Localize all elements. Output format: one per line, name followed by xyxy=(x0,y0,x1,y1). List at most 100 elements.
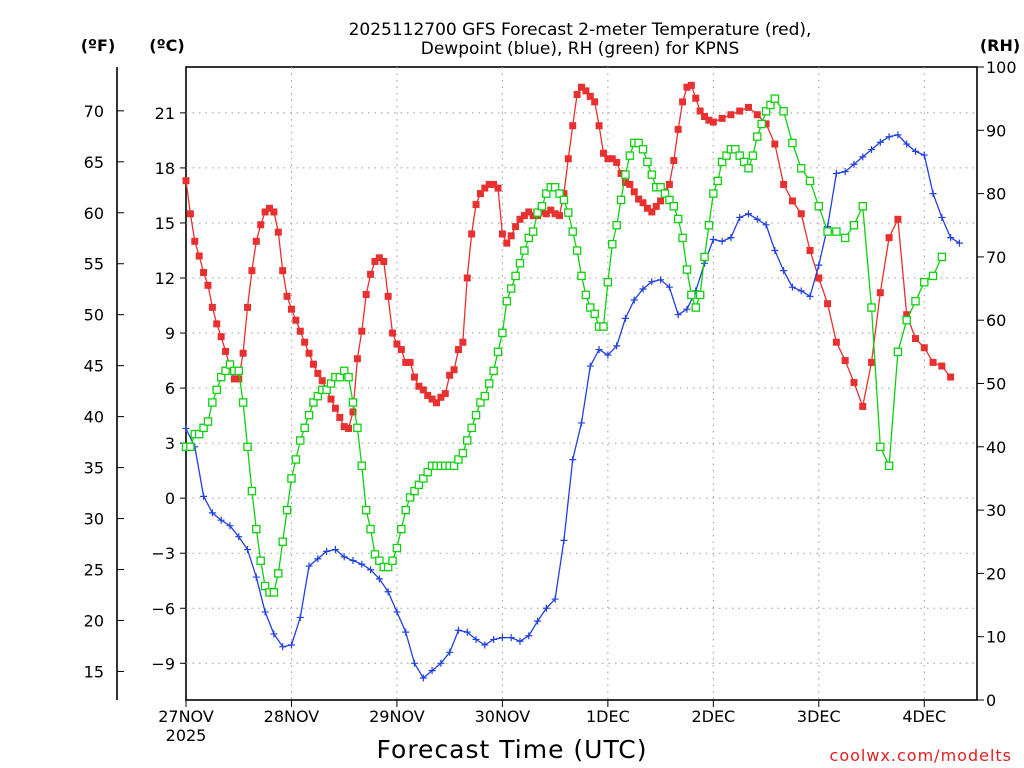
x-axis-title: Forecast Time (UTC) xyxy=(377,735,648,764)
temperature-point xyxy=(375,254,383,262)
relative-humidity-point xyxy=(296,436,305,445)
rh-tick-label: 50 xyxy=(986,375,1006,394)
temperature-point xyxy=(679,98,687,106)
dewpoint-point xyxy=(744,210,752,218)
relative-humidity-point xyxy=(612,220,621,230)
dewpoint-point xyxy=(876,138,884,146)
relative-humidity-point xyxy=(493,347,503,357)
celsius-tick-label: 18 xyxy=(155,159,175,178)
temperature-point xyxy=(244,303,252,311)
dewpoint-point xyxy=(683,305,691,313)
dewpoint-point xyxy=(411,659,419,667)
relative-humidity-point xyxy=(366,524,375,534)
relative-humidity-point xyxy=(603,277,613,287)
temperature-point xyxy=(402,358,410,366)
rh-tick-label: 90 xyxy=(986,121,1006,140)
dewpoint-point xyxy=(358,560,366,568)
dewpoint-point xyxy=(621,314,629,322)
temperature-point xyxy=(744,103,752,111)
temperature-point xyxy=(213,320,221,328)
temperature-point xyxy=(367,270,375,278)
temperature-point xyxy=(481,184,489,192)
temperature-point xyxy=(929,358,937,366)
temperature-point xyxy=(217,333,225,341)
temperature-point xyxy=(687,81,695,89)
temperature-point xyxy=(701,113,709,121)
celsius-tick-label: −3 xyxy=(151,544,175,563)
dewpoint-point xyxy=(235,533,243,541)
temperature-point xyxy=(305,349,313,357)
celsius-tick-label: 0 xyxy=(165,489,175,508)
dewpoint-point xyxy=(797,287,805,295)
rh-tick-label: 10 xyxy=(986,628,1006,647)
dewpoint-point xyxy=(525,632,533,640)
relative-humidity-point xyxy=(419,474,428,483)
fahrenheit-tick-label: 60 xyxy=(84,204,104,223)
temperature-point xyxy=(318,377,326,385)
relative-humidity-point xyxy=(476,398,485,407)
celsius-tick-label: 9 xyxy=(165,324,175,343)
temperature-point xyxy=(419,386,427,394)
temperature-point xyxy=(397,346,405,354)
relative-humidity-point xyxy=(713,176,722,186)
relative-humidity-point xyxy=(748,151,758,160)
dewpoint-point xyxy=(516,637,524,645)
rh-axis: 0 10 20 30 40 50 60 70 80 90 100 xyxy=(977,58,1017,710)
dewpoint-point xyxy=(753,215,761,223)
temperature-point xyxy=(903,311,911,319)
dewpoint-point xyxy=(903,140,911,148)
relative-humidity-point xyxy=(203,417,213,426)
dewpoint-point xyxy=(305,562,313,570)
relative-humidity-point xyxy=(590,309,599,319)
relative-humidity-point xyxy=(484,379,494,388)
temperature-point xyxy=(538,208,546,216)
temperature-line xyxy=(185,84,952,430)
gridlines xyxy=(185,66,978,701)
relative-humidity-point xyxy=(876,442,885,452)
temperature-point xyxy=(841,357,849,365)
temperature-series xyxy=(182,81,955,432)
temperature-point xyxy=(503,239,511,247)
relative-humidity-point xyxy=(388,556,397,565)
relative-humidity-point xyxy=(335,372,345,382)
rh-tick-label: 20 xyxy=(986,564,1006,583)
temperature-point xyxy=(274,228,282,236)
relative-humidity-point xyxy=(577,271,586,281)
dewpoint-point xyxy=(657,276,665,284)
relative-humidity-point xyxy=(893,347,903,357)
relative-humidity-point xyxy=(186,442,195,452)
relative-humidity-point xyxy=(278,537,287,547)
temperature-point xyxy=(507,232,515,240)
dewpoint-point xyxy=(586,362,594,370)
relative-humidity-point xyxy=(814,202,824,211)
dewpoint-point xyxy=(560,536,568,544)
relative-humidity-point xyxy=(489,366,498,376)
temperature-point xyxy=(683,83,691,91)
relative-humidity-point xyxy=(832,227,841,236)
temperature-point xyxy=(182,177,190,185)
relative-humidity-point xyxy=(375,556,384,565)
relative-humidity-point xyxy=(471,410,481,420)
relative-humidity-point xyxy=(616,195,626,205)
relative-humidity-point xyxy=(805,176,815,186)
relative-humidity-point xyxy=(256,556,265,565)
relative-humidity-point xyxy=(753,132,762,141)
dewpoint-point xyxy=(718,237,726,245)
fahrenheit-tick-label: 30 xyxy=(84,510,104,529)
relative-humidity-point xyxy=(410,486,419,496)
relative-humidity-point xyxy=(761,107,771,116)
temperature-point xyxy=(850,379,858,387)
temperature-point xyxy=(595,122,603,130)
time-tick-label: 3DEC xyxy=(797,707,841,726)
temperature-point xyxy=(450,366,458,374)
celsius-axis: −9 −6 −3 0 3 6 9 12 15 18 21 xyxy=(151,104,186,673)
celsius-tick-label: 6 xyxy=(165,379,175,398)
relative-humidity-point xyxy=(902,315,911,325)
temperature-point xyxy=(599,149,607,157)
relative-humidity-point xyxy=(326,379,336,388)
relative-humidity-point xyxy=(665,195,674,205)
relative-humidity-point xyxy=(194,429,204,439)
temperature-point xyxy=(832,338,840,346)
temperature-point xyxy=(296,327,304,335)
dewpoint-point xyxy=(428,667,436,675)
